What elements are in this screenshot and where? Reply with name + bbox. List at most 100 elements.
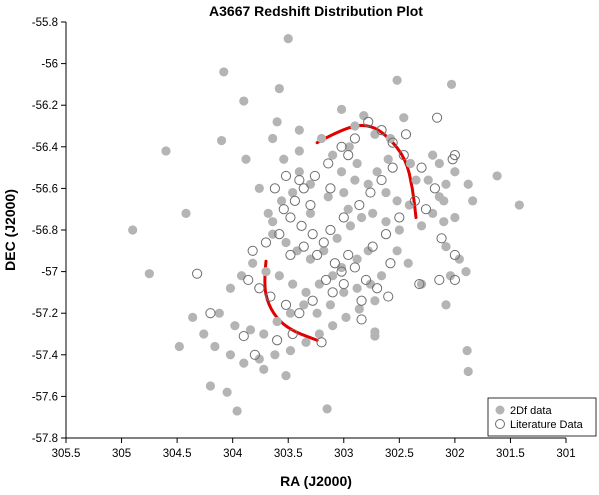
point-literature [287,328,298,340]
point-2df [352,254,362,264]
point-2df [423,175,433,185]
x-tick-label: 305 [112,448,131,460]
point-literature [349,262,360,273]
point-2df [245,325,256,335]
point-literature [280,299,292,310]
point-literature [312,249,323,261]
point-2df [214,308,224,318]
point-literature [449,274,460,286]
point-literature [272,335,283,346]
point-literature [367,241,378,252]
point-literature [416,162,427,173]
point-2df [261,267,271,277]
point-literature [323,158,334,169]
point-2df [254,183,264,193]
point-literature [309,170,320,182]
point-literature [356,314,367,325]
point-2df [325,300,336,310]
point-literature [349,133,360,144]
point-2df [405,158,416,169]
x-tick-label: 301 [556,448,575,460]
point-literature [356,295,367,306]
point-2df [225,350,236,360]
point-2df [441,179,451,189]
x-axis-label: RA (J2000) [280,473,352,489]
point-literature [285,212,296,223]
point-2df [288,279,298,289]
chart-title: A3667 Redshift Distribution Plot [209,3,423,19]
point-literature [260,237,272,248]
point-literature [192,268,203,279]
point-literature [285,249,296,261]
point-literature [447,154,458,165]
point-2df [272,316,282,327]
point-2df [305,179,316,189]
point-2df [281,237,291,248]
point-literature [316,337,327,348]
point-2df [450,212,460,223]
point-2df [354,304,364,314]
point-2df [254,354,264,364]
point-2df [316,133,327,144]
point-literature [429,183,440,194]
point-literature [305,199,316,211]
point-literature [336,141,347,152]
series-2df-data [128,34,524,416]
point-2df [339,187,349,198]
point-2df [336,167,347,177]
point-literature [307,295,318,306]
point-2df [461,267,471,277]
plot-area [65,22,566,439]
point-literature [294,174,305,186]
point-literature [329,258,340,269]
point-2df [248,258,258,268]
point-literature [343,249,354,261]
point-2df [352,283,362,293]
point-2df [352,158,362,169]
point-2df [283,34,293,44]
legend: 2Df data Literature Data [487,397,597,437]
point-literature [338,278,349,290]
point-literature [338,212,349,223]
point-2df [394,225,404,235]
y-tick-label: -57 [41,267,58,279]
point-literature [343,150,354,161]
point-literature [414,278,425,290]
point-2df [294,167,304,177]
point-2df [323,192,333,202]
point-2df [239,358,249,368]
point-2df [328,271,338,281]
y-tick-label: -56 [41,59,58,71]
point-2df [301,287,311,297]
point-2df [144,269,154,279]
point-2df [232,406,242,416]
point-2df [450,167,460,177]
point-2df [305,208,316,218]
point-2df [263,208,273,218]
point-2df [381,187,391,198]
point-2df [219,67,229,77]
point-literature [274,229,285,240]
point-literature [360,274,372,286]
point-2df [392,196,402,206]
legend-marker-literature [495,419,505,429]
point-2df [239,96,249,106]
point-literature [325,183,336,194]
point-literature [280,170,292,182]
point-literature [243,274,254,286]
point-2df [411,175,421,185]
point-literature [387,137,398,148]
point-2df [230,321,240,331]
point-literature [436,233,447,244]
x-ticks: 305.5 305 304.5 304 303.5 303 302.5 302 301.5 301 [52,438,576,460]
point-2df [363,179,373,189]
x-tick-label: 303 [334,448,353,460]
point-literature [376,174,387,186]
point-2df [259,329,269,339]
point-literature [296,220,307,231]
point-2df [285,308,296,318]
point-2df [328,321,338,331]
point-2df [434,158,444,169]
point-literature [254,283,265,294]
y-tick-label: -57.2 [32,308,58,320]
